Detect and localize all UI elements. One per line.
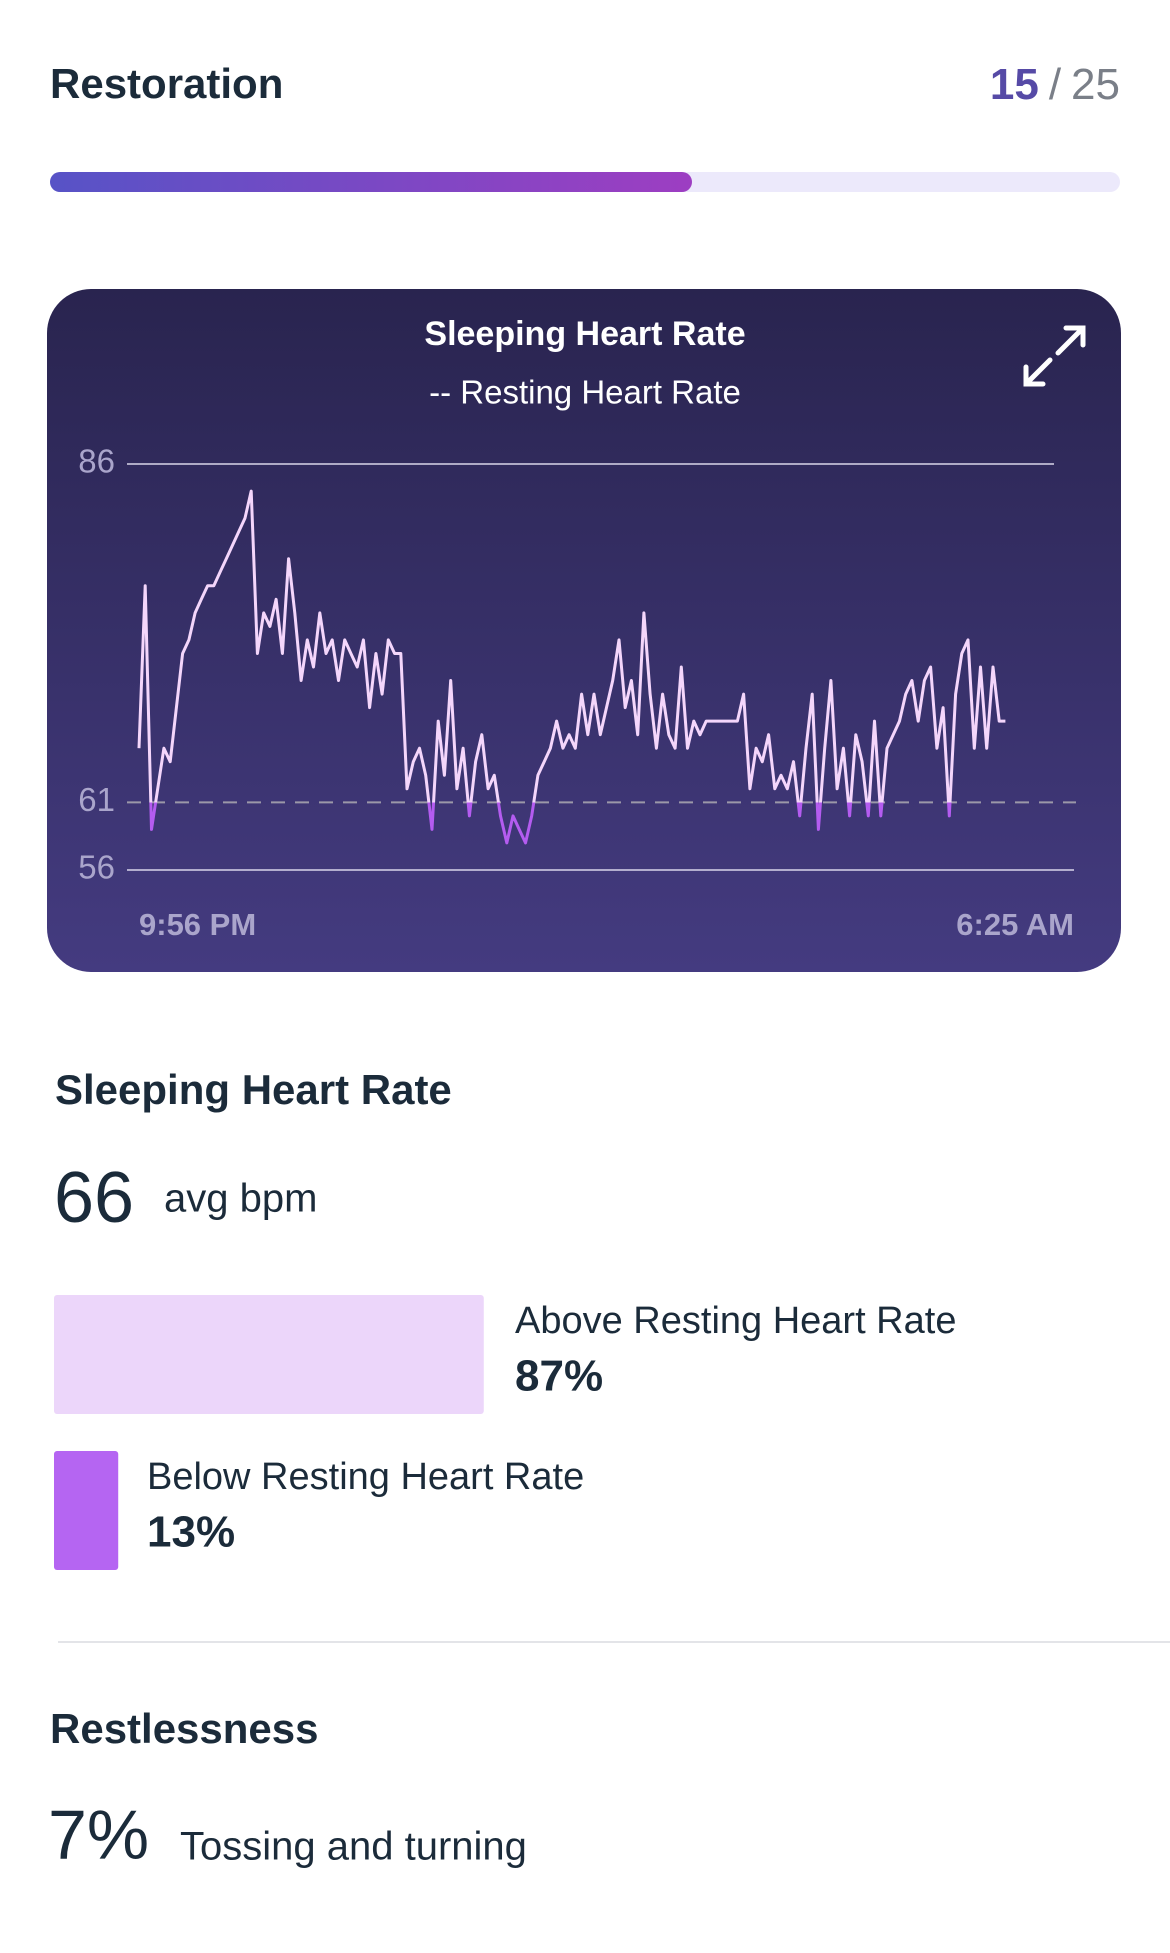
expand-icon[interactable] [1023, 325, 1086, 387]
restlessness-description: Tossing and turning [180, 1825, 527, 1869]
breakdown-value: 87% [515, 1352, 603, 1401]
chart: 56 61 86 9:56 PM 6:25 AM [78, 443, 1076, 942]
breakdown-label: Below Resting Heart Rate [147, 1456, 584, 1498]
progress [50, 172, 1120, 192]
chart-subtitle: -- Resting Heart Rate [429, 374, 741, 411]
summary-title: Sleeping Heart Rate [55, 1066, 452, 1113]
summary: Sleeping Heart Rate 66 avg bpm Above Res… [54, 1066, 956, 1570]
progress-fill [50, 172, 692, 192]
heart-rate-line [137, 489, 1006, 845]
breakdown-value: 13% [147, 1508, 235, 1557]
restlessness-title: Restlessness [50, 1705, 319, 1752]
section-title: Restoration [50, 60, 283, 107]
x-tick-label: 6:25 AM [956, 907, 1074, 942]
average-unit: avg bpm [164, 1177, 317, 1221]
y-tick-label: 61 [78, 781, 115, 818]
score-value: 15 [990, 60, 1039, 109]
score-separator: / [1049, 60, 1062, 109]
score-max: 25 [1071, 60, 1120, 109]
breakdown-bar [54, 1451, 119, 1570]
score: 15/25 [990, 60, 1120, 109]
y-tick-label: 56 [78, 849, 115, 886]
restlessness-percent: 7% [48, 1795, 149, 1873]
breakdown-label: Above Resting Heart Rate [515, 1300, 956, 1342]
breakdown-bar [54, 1295, 484, 1414]
y-tick-label: 86 [78, 443, 115, 480]
chart-title: Sleeping Heart Rate [424, 315, 745, 353]
x-tick-label: 9:56 PM [139, 907, 256, 942]
average-value: 66 [54, 1158, 134, 1238]
chart-card [47, 289, 1121, 972]
